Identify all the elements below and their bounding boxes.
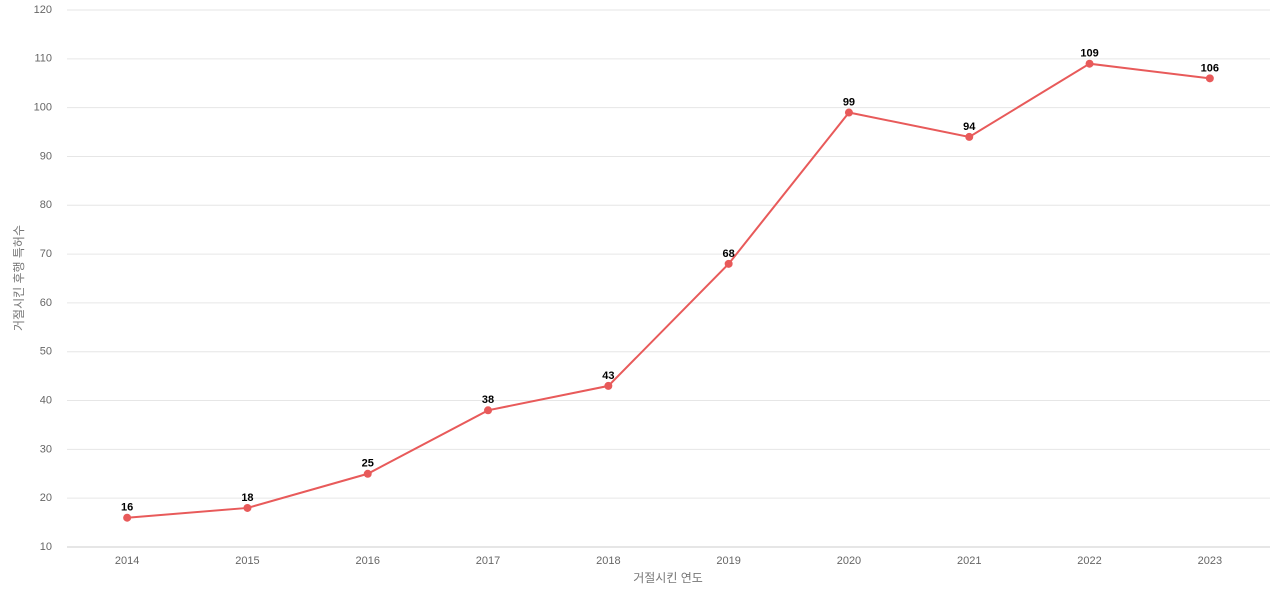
point [604,381,613,390]
y-tick-label: 100 [34,102,52,114]
value-label: 38 [482,394,494,406]
value-label: 109 [1080,48,1098,60]
x-tick-label: 2019 [716,555,740,567]
value-label: 25 [362,458,374,470]
y-tick-label: 10 [40,541,52,553]
point [1205,74,1214,83]
y-tick-label: 70 [40,248,52,260]
point [724,259,733,268]
value-label: 43 [602,370,614,382]
y-tick-label: 90 [40,150,52,162]
x-tick-label: 2022 [1077,555,1101,567]
point [1085,59,1094,68]
value-label: 68 [723,248,735,260]
point [363,469,372,478]
x-tick-label: 2023 [1198,555,1222,567]
x-tick-label: 2016 [356,555,380,567]
y-tick-label: 30 [40,443,52,455]
y-tick-label: 40 [40,394,52,406]
x-tick-label: 2020 [837,555,861,567]
y-tick-label: 80 [40,199,52,211]
x-tick-label: 2014 [115,555,139,567]
value-label: 99 [843,96,855,108]
y-axis-label: 거절시킨 후행 특허수 [11,225,26,331]
point [965,132,974,141]
point [123,513,132,522]
value-label: 94 [963,121,976,133]
point [484,406,493,415]
value-label: 16 [121,502,133,514]
y-tick-label: 20 [40,492,52,504]
x-axis-label: 거절시킨 연도 [633,571,703,585]
x-tick-label: 2015 [235,555,259,567]
line [127,62,1210,519]
point [243,503,252,512]
y-tick-label: 110 [34,53,52,65]
x-tick-label: 2017 [476,555,500,567]
y-tick-label: 50 [40,346,52,358]
value-label: 106 [1201,62,1219,74]
y-tick-label: 60 [40,297,52,309]
point [844,108,853,117]
y-tick-label: 120 [34,4,52,16]
x-tick-label: 2021 [957,555,981,567]
value-label: 18 [241,492,253,504]
x-tick-label: 2018 [596,555,620,567]
